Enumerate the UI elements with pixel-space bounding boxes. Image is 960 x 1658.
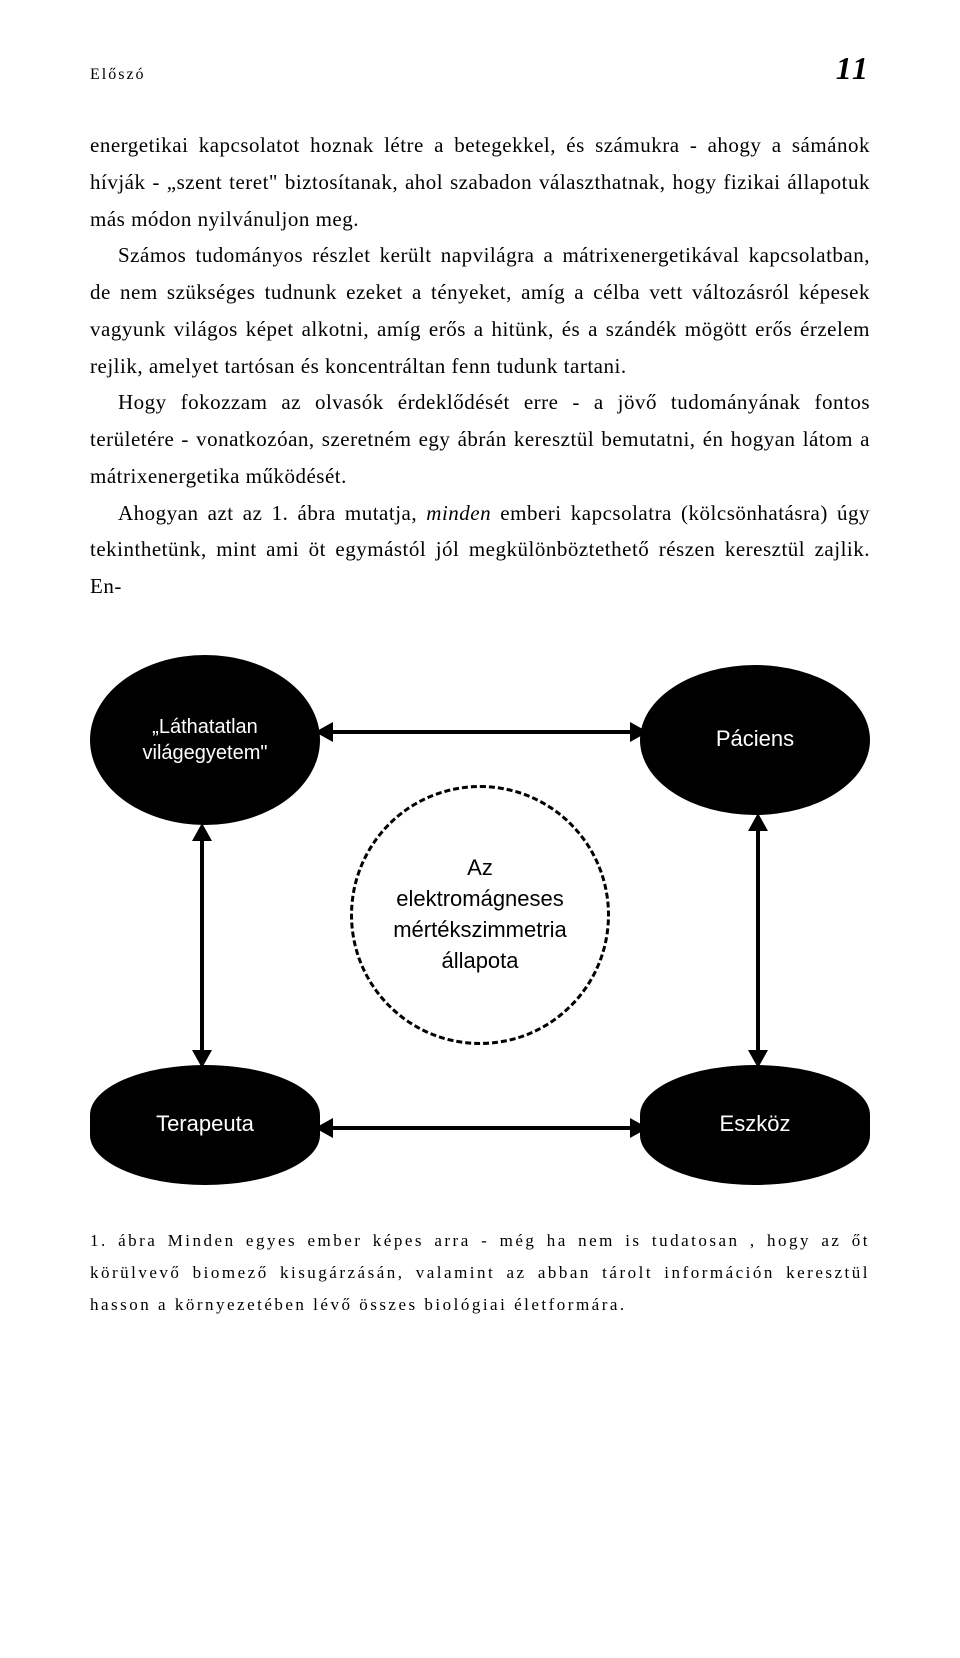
diagram-figure-1: „Láthatatlan világegyetem" Páciens Terap… [90,655,870,1185]
p4-part-a: Ahogyan azt az 1. ábra mutatja, [118,501,426,525]
arrow-right [756,825,760,1055]
paragraph-3: Hogy fokozzam az olvasók érdeklődését er… [90,384,870,494]
arrow-head-icon [748,813,768,831]
diagram-node-therapist: Terapeuta [90,1065,320,1185]
p4-emphasis: minden [426,501,491,525]
header-title: Előszó [90,66,146,84]
diagram-node-center: Az elektromágneses mértékszimmetria álla… [350,785,610,1045]
page-header: Előszó 11 [90,50,870,87]
arrow-bottom [325,1126,635,1130]
diagram-node-patient: Páciens [640,665,870,815]
arrow-left [200,835,204,1055]
diagram-node-invisible-universe: „Láthatatlan világegyetem" [90,655,320,825]
paragraph-1: energetikai kapcsolatot hoznak létre a b… [90,127,870,237]
body-text: energetikai kapcsolatot hoznak létre a b… [90,127,870,605]
arrow-head-icon [192,823,212,841]
page-number: 11 [836,50,870,87]
paragraph-2: Számos tudományos részlet került napvilá… [90,237,870,384]
diagram-node-tool: Eszköz [640,1065,870,1185]
figure-caption: 1. ábra Minden egyes ember képes arra - … [90,1225,870,1322]
paragraph-4: Ahogyan azt az 1. ábra mutatja, minden e… [90,495,870,605]
arrow-top [325,730,635,734]
